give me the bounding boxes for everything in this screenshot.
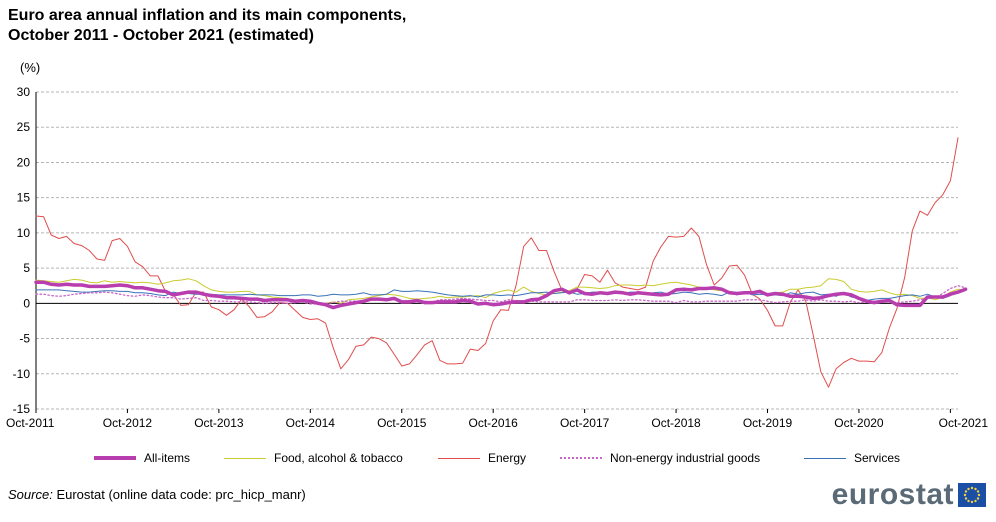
y-tick-label: 20 — [17, 155, 31, 169]
y-tick-label: -15 — [13, 402, 31, 416]
y-tick-label: 15 — [17, 191, 31, 205]
chart-title: Euro area annual inflation and its main … — [8, 6, 406, 46]
legend-item-all-items: All-items — [94, 451, 190, 465]
legend-swatch-services — [804, 457, 846, 459]
chart-title-line2: October 2011 - October 2021 (estimated) — [8, 27, 314, 44]
legend-item-non-energy: Non-energy industrial goods — [560, 451, 760, 465]
legend-swatch-non-energy — [560, 457, 602, 459]
legend-item-services: Services — [804, 451, 900, 465]
chart-legend: All-items Food, alcohol & tobacco Energy… — [0, 451, 996, 469]
series-line-food-alcohol-tobacco — [35, 278, 967, 305]
source-label: Source: — [8, 487, 53, 502]
legend-label-services: Services — [854, 451, 901, 465]
x-tick-label: Oct-2021 — [939, 416, 989, 430]
y-tick-label: 5 — [23, 261, 30, 275]
y-tick-label: -5 — [19, 332, 30, 346]
y-tick-label: 25 — [17, 120, 31, 134]
legend-label-non-energy: Non-energy industrial goods — [610, 451, 761, 465]
legend-item-food: Food, alcohol & tobacco — [224, 451, 403, 465]
legend-item-energy: Energy — [438, 451, 526, 465]
x-tick-label: Oct-2017 — [560, 416, 610, 430]
x-tick-label: Oct-2019 — [743, 416, 793, 430]
y-tick-label: 30 — [17, 85, 31, 99]
x-tick-label: Oct-2018 — [651, 416, 701, 430]
legend-label-all-items: All-items — [144, 451, 191, 465]
series-line-non-energy-industrial-goods — [35, 285, 967, 305]
y-tick-label: -10 — [13, 367, 31, 381]
x-tick-label: Oct-2016 — [469, 416, 519, 430]
legend-label-energy: Energy — [488, 451, 527, 465]
y-tick-label: 10 — [17, 226, 31, 240]
chart-title-line1: Euro area annual inflation and its main … — [8, 7, 407, 24]
legend-swatch-food — [224, 457, 266, 459]
legend-swatch-energy — [438, 457, 480, 459]
x-tick-label: Oct-2011 — [6, 416, 55, 430]
x-tick-label: Oct-2015 — [377, 416, 427, 430]
legend-label-food: Food, alcohol & tobacco — [274, 451, 403, 465]
x-tick-label: Oct-2014 — [286, 416, 336, 430]
source-note: Source: Eurostat (online data code: prc_… — [8, 487, 306, 502]
x-tick-label: Oct-2012 — [103, 416, 153, 430]
legend-swatch-all-items — [94, 456, 136, 460]
y-tick-label: 0 — [23, 296, 30, 310]
eurostat-logo-text: eurostat — [831, 478, 954, 511]
x-tick-label: Oct-2020 — [834, 416, 884, 430]
eu-flag-icon — [958, 483, 986, 507]
eurostat-logo: eurostat — [832, 480, 986, 510]
series-line-energy — [35, 137, 959, 388]
y-axis-unit-label: (%) — [20, 60, 41, 75]
series-line-all-items — [34, 280, 968, 310]
source-text: Eurostat (online data code: prc_hicp_man… — [56, 487, 306, 502]
line-chart: -15 -10 -5 0 5 10 15 20 25 30 Oct-2011 Oct-2012 Oct-… — [6, 85, 989, 430]
x-tick-label: Oct-2013 — [194, 416, 244, 430]
